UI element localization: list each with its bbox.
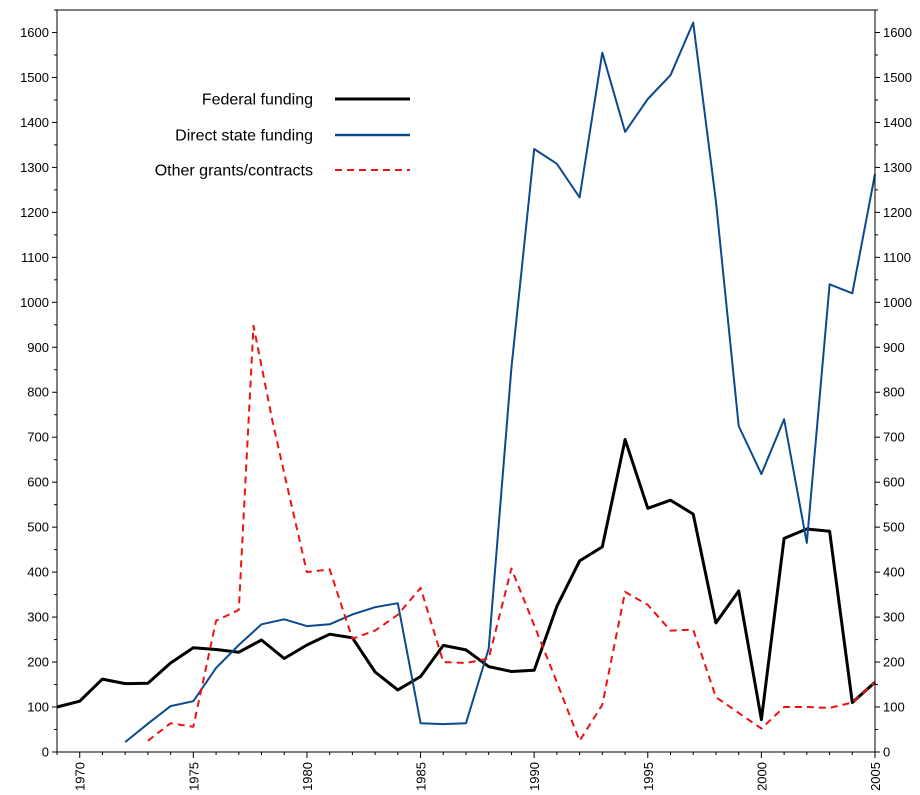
legend-label-1: Federal funding bbox=[202, 92, 313, 109]
y-tick-label-right: 1600 bbox=[883, 25, 912, 40]
y-tick-label-left: 200 bbox=[27, 655, 49, 670]
y-tick-label-right: 1300 bbox=[883, 160, 912, 175]
x-tick-label: 1980 bbox=[300, 762, 315, 791]
x-tick-label: 1985 bbox=[414, 762, 429, 791]
legend: Federal funding Direct state funding Other… bbox=[155, 92, 410, 180]
x-tick-label: 2005 bbox=[868, 762, 883, 791]
axes: 0 0 100 100 200 200 300 300 400 400 500 500 600 600 70… bbox=[20, 10, 912, 791]
y-tick-label-left: 1600 bbox=[20, 25, 49, 40]
y-tick-label-left: 600 bbox=[27, 475, 49, 490]
y-tick-label-left: 100 bbox=[27, 700, 49, 715]
legend-label-3: Other grants/contracts bbox=[155, 163, 313, 180]
x-tick-label: 1990 bbox=[527, 762, 542, 791]
legend-label-2: Direct state funding bbox=[175, 128, 313, 145]
y-tick-label-right: 1200 bbox=[883, 205, 912, 220]
y-tick-label-left: 1500 bbox=[20, 70, 49, 85]
x-tick-label: 1975 bbox=[186, 762, 201, 791]
y-tick-label-right: 900 bbox=[883, 340, 905, 355]
y-tick-label-left: 900 bbox=[27, 340, 49, 355]
y-tick-label-left: 1000 bbox=[20, 295, 49, 310]
y-tick-label-right: 400 bbox=[883, 565, 905, 580]
y-tick-label-right: 300 bbox=[883, 610, 905, 625]
x-tick-label: 1970 bbox=[73, 762, 88, 791]
x-tick-label: 1995 bbox=[641, 762, 656, 791]
y-tick-label-left: 1100 bbox=[21, 250, 49, 265]
y-tick-label-left: 1200 bbox=[20, 205, 49, 220]
y-tick-label-right: 100 bbox=[883, 700, 905, 715]
y-tick-label-right: 0 bbox=[883, 745, 890, 760]
y-tick-label-right: 200 bbox=[883, 655, 905, 670]
y-tick-label-left: 300 bbox=[27, 610, 49, 625]
y-tick-label-right: 1000 bbox=[883, 295, 912, 310]
y-tick-label-right: 500 bbox=[883, 520, 905, 535]
y-tick-label-left: 1400 bbox=[20, 115, 49, 130]
x-tick-label: 2000 bbox=[754, 762, 769, 791]
series-line-1 bbox=[57, 440, 875, 720]
y-tick-label-left: 0 bbox=[42, 745, 49, 760]
y-tick-label-left: 700 bbox=[27, 430, 49, 445]
y-tick-label-right: 1100 bbox=[883, 250, 911, 265]
y-tick-label-left: 500 bbox=[27, 520, 49, 535]
y-tick-label-right: 1400 bbox=[883, 115, 912, 130]
y-tick-label-left: 1300 bbox=[20, 160, 49, 175]
y-tick-label-left: 400 bbox=[27, 565, 49, 580]
y-tick-label-right: 800 bbox=[883, 385, 905, 400]
y-tick-label-right: 1500 bbox=[883, 70, 912, 85]
y-tick-label-right: 700 bbox=[883, 430, 905, 445]
y-tick-label-left: 800 bbox=[27, 385, 49, 400]
y-tick-label-right: 600 bbox=[883, 475, 905, 490]
